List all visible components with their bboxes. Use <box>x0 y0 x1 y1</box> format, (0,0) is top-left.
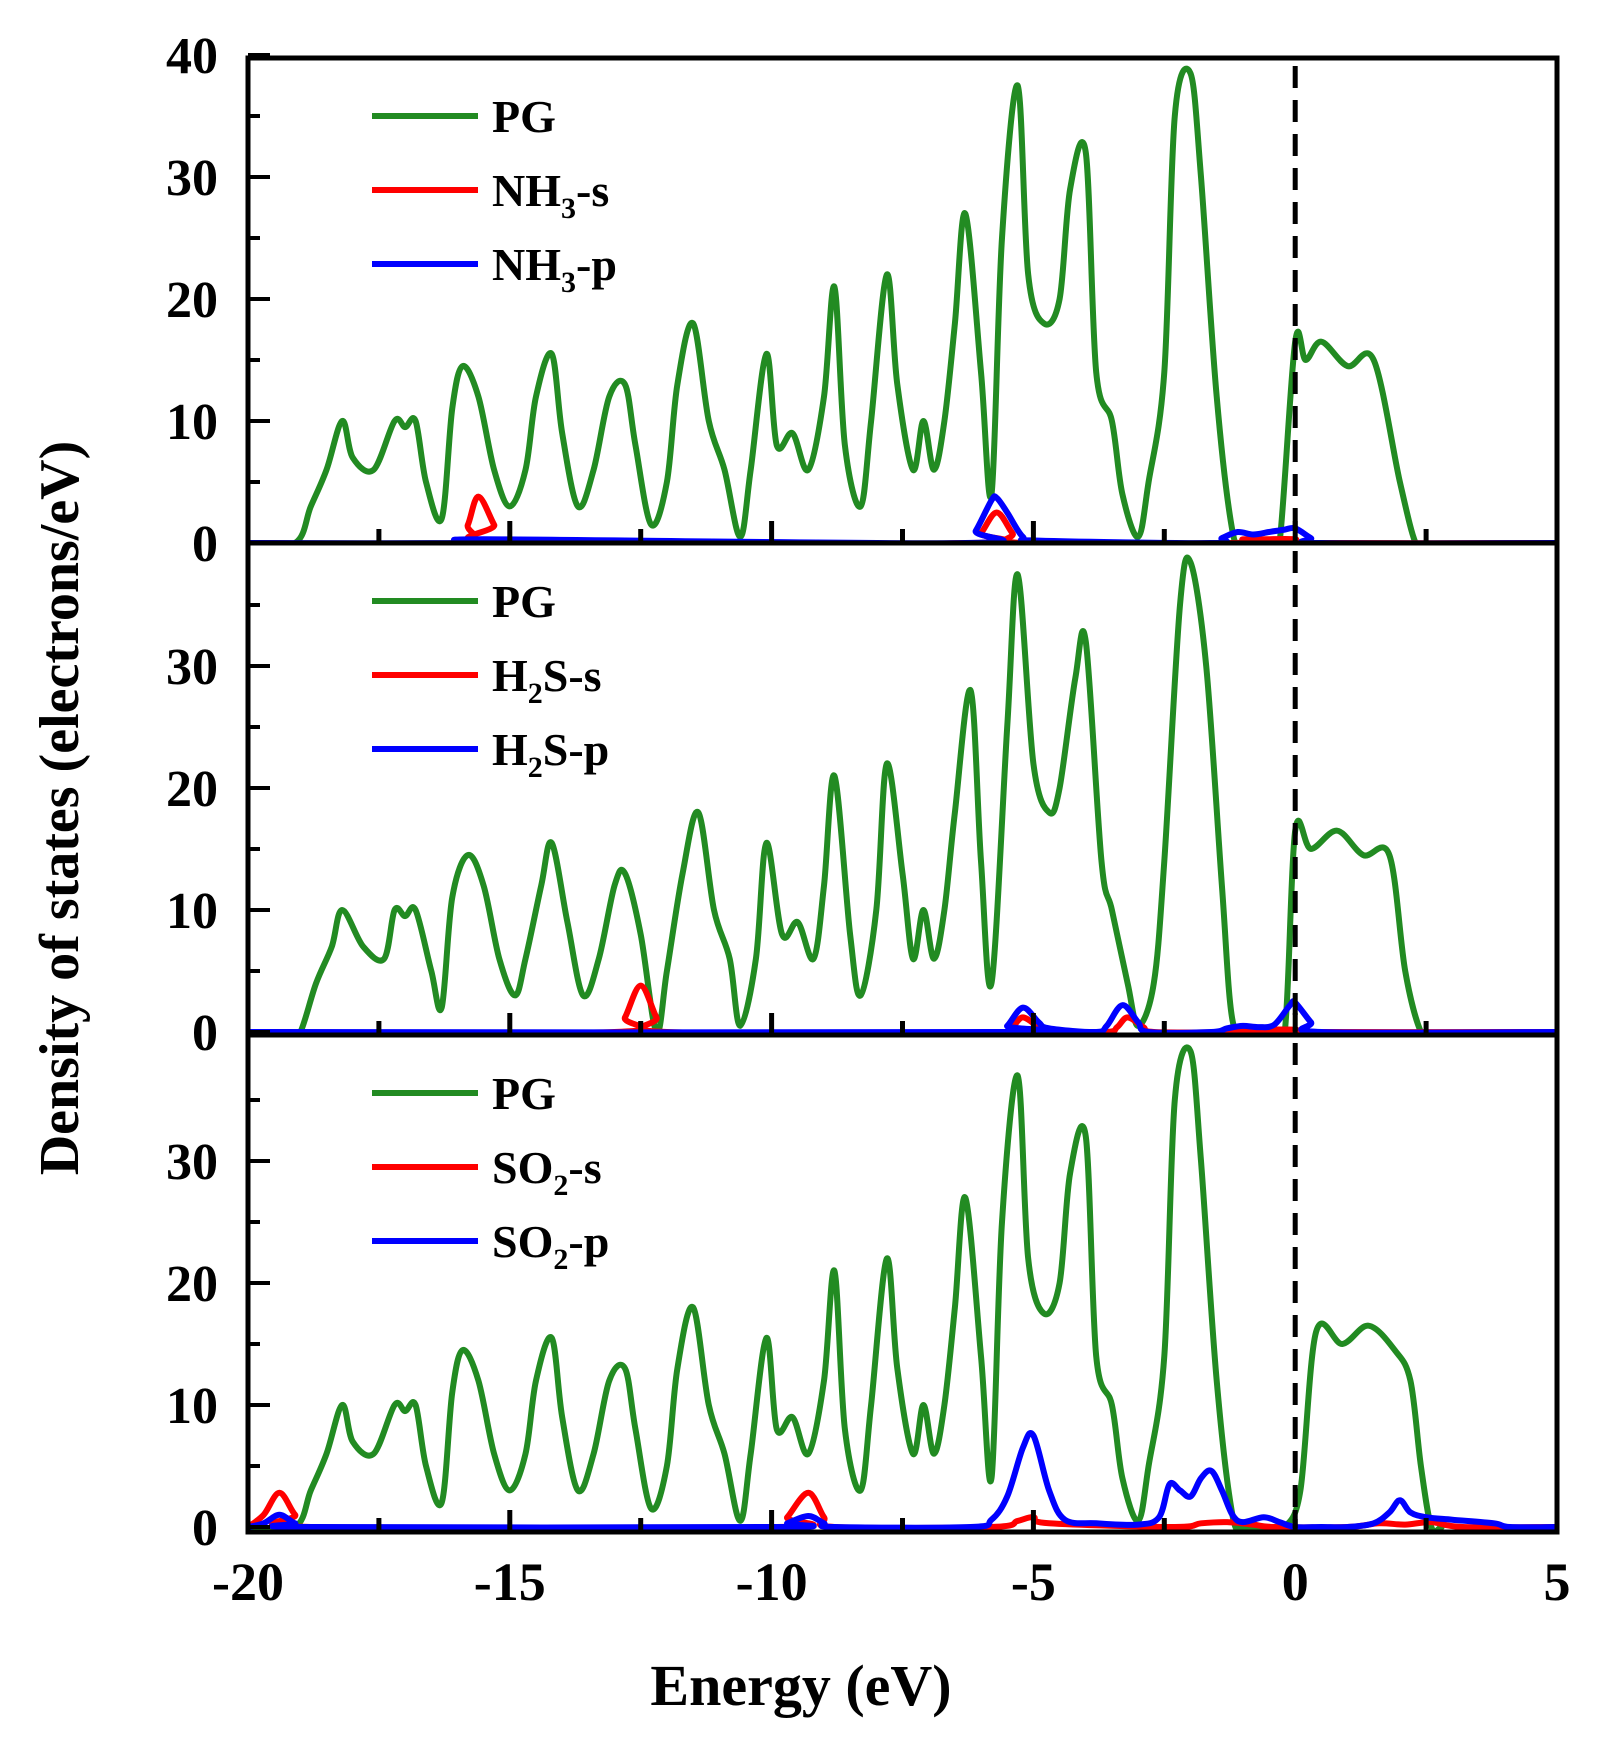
panel-curves <box>248 1044 1557 1532</box>
legend-label: H2S-p <box>492 724 609 784</box>
legend-label: NH3-p <box>492 239 617 299</box>
y-tick-label: 10 <box>166 394 218 451</box>
x-axis-label: Energy (eV) <box>650 1653 951 1718</box>
y-tick-label: 10 <box>166 1378 218 1435</box>
legend-label: SO2-s <box>492 1142 602 1202</box>
x-tick-label: 0 <box>1282 1552 1309 1612</box>
legend-label-subscript: 2 <box>528 677 543 710</box>
legend-label-subscript: 2 <box>553 1169 568 1202</box>
legend-label-main: PG <box>492 1068 556 1119</box>
series-line-nh3-s <box>248 493 1557 543</box>
y-tick-label: 40 <box>166 28 218 85</box>
y-tick-label: 0 <box>192 516 218 573</box>
legend-label-tail: S-p <box>543 724 609 775</box>
y-tick-label: 30 <box>166 639 218 696</box>
series-line-so2-p <box>248 1429 1557 1531</box>
y-tick-label: 10 <box>166 883 218 940</box>
legend-label: PG <box>492 576 556 627</box>
legend-label-main: NH <box>492 165 561 216</box>
legend-label: NH3-s <box>492 165 609 225</box>
legend-label-main: PG <box>492 576 556 627</box>
y-axis-label: Density of states (electrons/eV) <box>29 441 91 1176</box>
legend-label-main: H <box>492 650 528 701</box>
x-tick-label: -15 <box>474 1552 546 1612</box>
y-tick-label: 20 <box>166 761 218 818</box>
legend-label-tail: -s <box>568 1142 601 1193</box>
legend-label-tail: -s <box>576 165 609 216</box>
x-tick-label: -10 <box>736 1552 808 1612</box>
y-tick-label: 20 <box>166 272 218 329</box>
legend-label-main: PG <box>492 91 556 142</box>
legend-label: PG <box>492 1068 556 1119</box>
legend-label-main: H <box>492 724 528 775</box>
y-tick-label: 30 <box>166 150 218 207</box>
legend-label-main: NH <box>492 239 561 290</box>
legend-label: SO2-p <box>492 1216 609 1276</box>
y-tick-label: 20 <box>166 1256 218 1313</box>
series-line-pg <box>248 1044 1445 1532</box>
y-tick-label: 0 <box>192 1005 218 1062</box>
panels-group: 010203040PGNH3-sNH3-p0102030PGH2S-sH2S-p… <box>166 28 1560 1557</box>
series-line-pg <box>248 554 1424 1035</box>
series-line-pg <box>248 65 1430 543</box>
legend-label-tail: -p <box>576 239 617 290</box>
y-tick-label: 0 <box>192 1500 218 1557</box>
legend-label: H2S-s <box>492 650 602 710</box>
legend-label-tail: -p <box>568 1216 609 1267</box>
legend-label: PG <box>492 91 556 142</box>
panel-curves <box>248 554 1557 1035</box>
legend-label-tail: S-s <box>543 650 602 701</box>
legend-label-subscript: 3 <box>561 266 576 299</box>
panel-curves <box>248 65 1557 543</box>
y-tick-label: 30 <box>166 1134 218 1191</box>
x-axis: -20 -15 -10 -5 0 5 <box>212 1552 1570 1612</box>
x-tick-label: -20 <box>212 1552 284 1612</box>
legend-label-subscript: 2 <box>528 751 543 784</box>
x-tick-label: -5 <box>1011 1552 1056 1612</box>
legend-label-main: SO <box>492 1142 553 1193</box>
legend-label-main: SO <box>492 1216 553 1267</box>
x-tick-label: 5 <box>1544 1552 1571 1612</box>
legend-label-subscript: 3 <box>561 192 576 225</box>
legend-label-subscript: 2 <box>553 1243 568 1276</box>
